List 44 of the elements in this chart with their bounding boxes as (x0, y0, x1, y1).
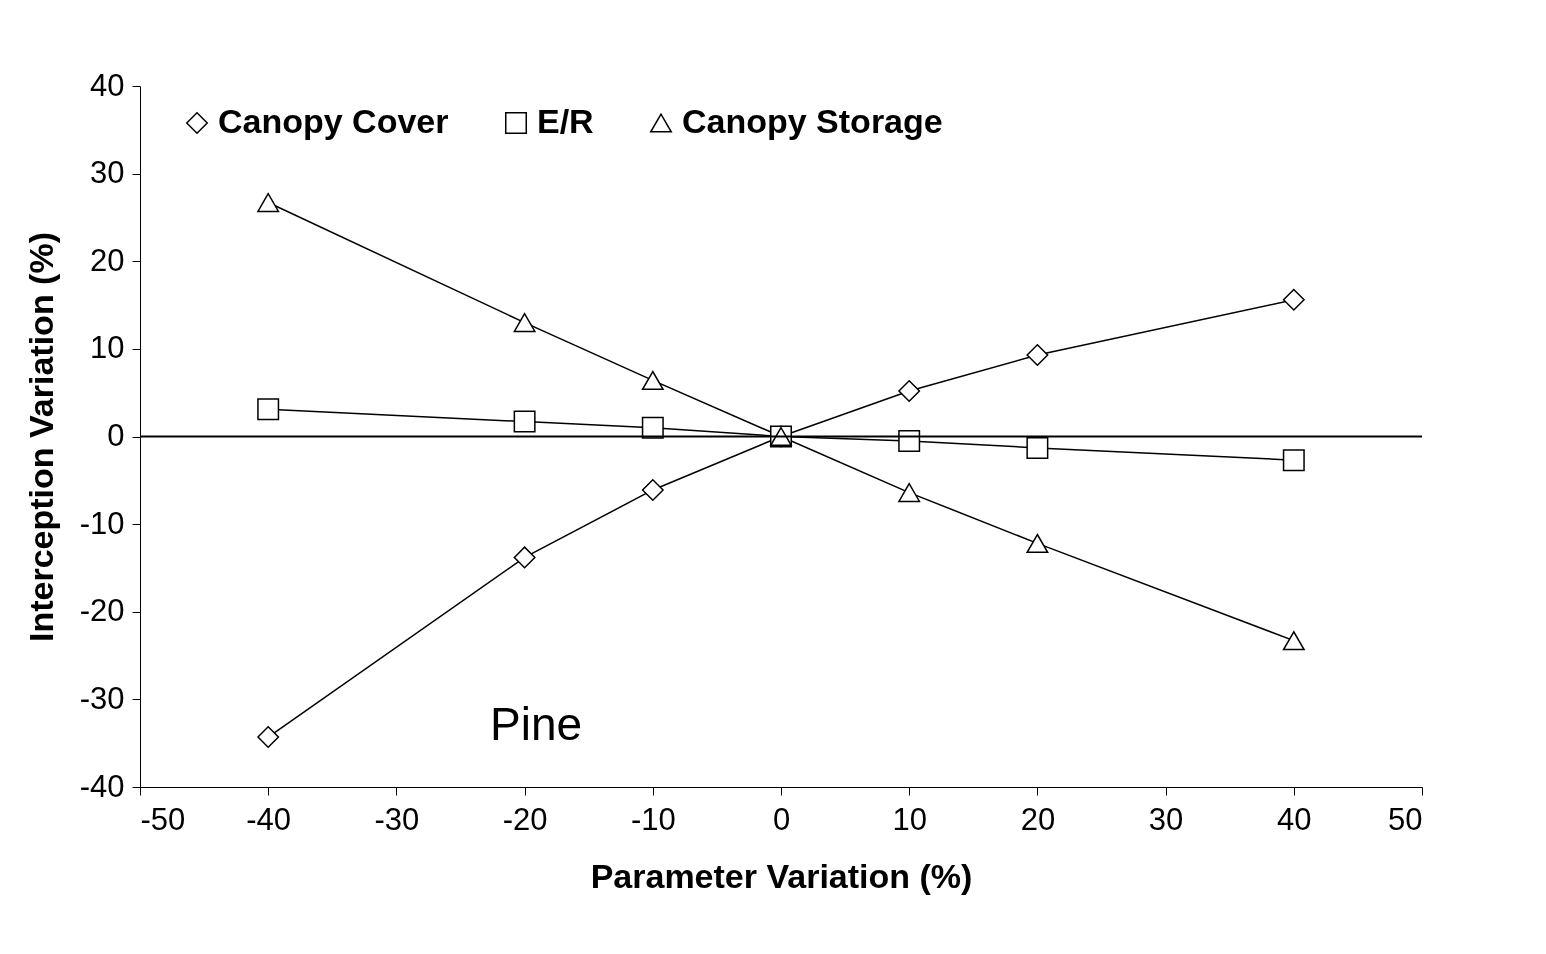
point (257, 398, 280, 421)
legend-label: Canopy Cover (218, 102, 449, 140)
point (257, 726, 280, 749)
point (257, 192, 280, 213)
point (641, 478, 664, 501)
x-tick-label: 0 (772, 801, 791, 837)
y-axis-title: Interception Variation (%) (21, 232, 60, 642)
point (513, 546, 536, 569)
y-tick-label: -20 (79, 593, 125, 629)
x-tick-label: -30 (374, 801, 420, 837)
point (1026, 436, 1049, 459)
annotation: Pine (490, 698, 583, 750)
point (898, 429, 921, 452)
point (641, 416, 664, 439)
x-tick-label: -50 (140, 801, 186, 837)
point (1282, 449, 1305, 472)
point (641, 370, 664, 391)
y-tick-label: -10 (79, 505, 125, 541)
legend-label: Canopy Storage (682, 102, 943, 140)
y-tick-label: 40 (90, 67, 125, 103)
point (1026, 344, 1049, 367)
point (513, 410, 536, 433)
point (513, 312, 536, 333)
point (898, 482, 921, 503)
x-tick-label: -10 (630, 801, 676, 837)
x-tick-label: -40 (246, 801, 292, 837)
x-tick-label: 20 (1020, 801, 1056, 837)
point (1282, 631, 1305, 651)
y-tick-label: 20 (90, 242, 125, 278)
x-axis-title: Parameter Variation (%) (590, 856, 973, 895)
legend-label: E/R (537, 102, 594, 140)
y-tick-label: 10 (90, 330, 125, 366)
x-tick-label: 10 (892, 801, 927, 837)
x-tick-label: -20 (502, 801, 548, 837)
y-tick-label: 0 (107, 418, 125, 453)
x-tick-label: 50 (1388, 801, 1423, 837)
y-tick-label: 30 (90, 155, 125, 191)
x-tick-label: 30 (1148, 801, 1184, 837)
point (898, 379, 921, 402)
y-tick-label: -40 (79, 768, 125, 804)
point (1026, 533, 1049, 554)
x-tick-label: 40 (1277, 801, 1312, 837)
point (1282, 288, 1305, 311)
y-tick-label: -30 (79, 680, 125, 716)
